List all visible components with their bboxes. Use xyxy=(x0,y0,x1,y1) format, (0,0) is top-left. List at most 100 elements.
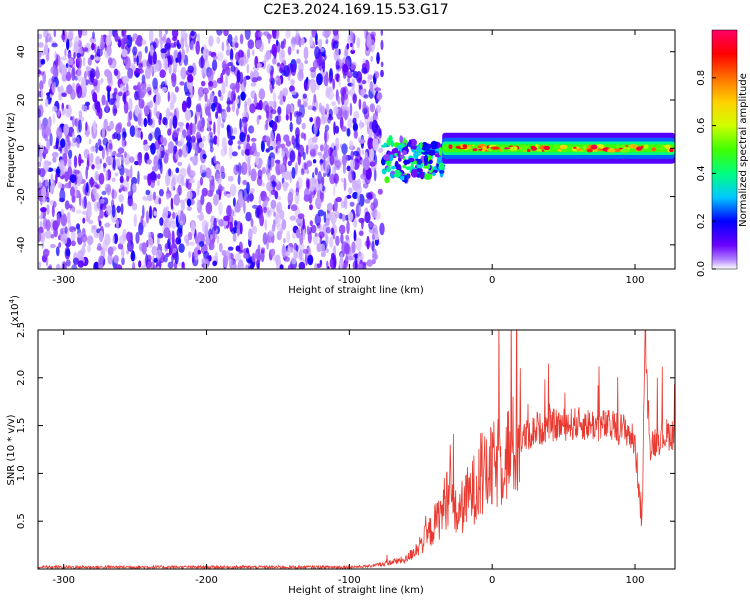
heatmap-cell xyxy=(170,91,176,105)
heatmap-cell xyxy=(115,264,123,269)
heatmap-cell xyxy=(167,91,170,103)
heatmap-cell xyxy=(244,264,249,269)
heatmap-cell xyxy=(314,213,321,226)
heatmap-cell xyxy=(179,199,185,204)
heatmap-cell xyxy=(360,89,365,97)
heatmap-cell xyxy=(69,226,74,233)
heatmap-cell xyxy=(207,69,214,83)
heatmap-cell xyxy=(236,69,241,83)
heatmap-cell xyxy=(335,46,339,56)
heatmap-cell xyxy=(239,222,243,235)
heatmap-cell xyxy=(208,50,212,56)
heatmap-cell xyxy=(212,59,218,71)
heatmap-cell xyxy=(350,49,356,55)
heatmap-cell xyxy=(250,70,254,81)
heatmap-cell xyxy=(319,159,325,164)
heatmap-cell xyxy=(228,139,233,146)
heatmap-cell xyxy=(233,164,239,176)
heatmap-cell xyxy=(315,197,322,209)
heatmap-cell xyxy=(227,34,233,44)
heatmap-cell xyxy=(82,217,86,224)
heatmap-cell xyxy=(258,88,266,100)
heatmap-cell xyxy=(128,97,133,112)
heatmap-cell xyxy=(221,122,225,129)
heatmap-cell xyxy=(366,192,373,201)
heatmap-cell xyxy=(115,123,122,134)
heatmap-cell xyxy=(323,211,327,223)
heatmap-cell xyxy=(143,175,148,181)
heatmap-cell xyxy=(179,81,185,86)
heatmap-cell xyxy=(268,229,275,237)
heatmap-cell xyxy=(243,106,249,119)
heatmap-cell xyxy=(373,168,377,182)
heatmap-cell xyxy=(184,33,188,48)
x-tick-label: -200 xyxy=(195,275,218,286)
heatmap-cell xyxy=(78,193,82,207)
heatmap-cell xyxy=(274,159,281,164)
heatmap-cell xyxy=(375,104,382,114)
heatmap-cell xyxy=(349,42,353,48)
heatmap-cell xyxy=(287,245,291,255)
heatmap-cell xyxy=(108,30,113,38)
heatmap-cell xyxy=(76,68,82,83)
heatmap-cell xyxy=(428,149,436,156)
heatmap-cell xyxy=(304,60,309,64)
heatmap-cell xyxy=(341,214,346,222)
heatmap-cell xyxy=(255,248,261,261)
heatmap-cell xyxy=(178,148,183,158)
heatmap-cell xyxy=(49,132,53,147)
heatmap-cell xyxy=(213,154,217,164)
heatmap-cell xyxy=(364,211,371,224)
heatmap-cell xyxy=(554,144,559,149)
heatmap-cell xyxy=(321,176,325,186)
heatmap-cell xyxy=(462,144,467,148)
heatmap-cell xyxy=(137,170,140,185)
heatmap-cell xyxy=(96,183,101,190)
heatmap-cell xyxy=(229,135,236,140)
heatmap-cell xyxy=(248,228,253,241)
heatmap-cell xyxy=(92,78,98,87)
heatmap-cell xyxy=(38,226,44,234)
heatmap-cell xyxy=(217,123,221,137)
heatmap-cell xyxy=(313,135,318,144)
heatmap-cell xyxy=(163,227,171,239)
heatmap-cell xyxy=(380,30,383,37)
heatmap-cell xyxy=(255,151,261,158)
heatmap-cell xyxy=(301,37,305,46)
heatmap-cell xyxy=(404,176,408,184)
heatmap-cell xyxy=(305,144,309,155)
heatmap-cell xyxy=(225,66,231,76)
heatmap-cell xyxy=(371,119,379,134)
heatmap-cell xyxy=(376,92,383,101)
heatmap-cell xyxy=(131,202,138,211)
heatmap-cell xyxy=(98,230,104,243)
heatmap-cell xyxy=(73,51,76,60)
heatmap-cell xyxy=(38,161,42,168)
heatmap-cell xyxy=(226,125,233,137)
heatmap-cell xyxy=(208,241,215,251)
heatmap-cell xyxy=(403,159,411,165)
heatmap-cell xyxy=(201,67,207,78)
heatmap-cell xyxy=(61,108,66,116)
heatmap-cell xyxy=(361,67,368,74)
heatmap-cell xyxy=(267,172,271,178)
heatmap-cell xyxy=(190,221,196,236)
heatmap-cell xyxy=(78,153,82,167)
heatmap-cell xyxy=(222,254,229,268)
heatmap-cell xyxy=(430,140,439,150)
heatmap-cell xyxy=(294,137,299,144)
x-tick-label: -300 xyxy=(52,575,75,586)
heatmap-cell xyxy=(152,191,157,201)
heatmap-cell xyxy=(113,108,118,114)
heatmap-cell xyxy=(367,73,370,84)
heatmap-cell xyxy=(147,159,152,165)
heatmap-cell xyxy=(61,233,68,245)
heatmap-cell xyxy=(306,225,310,236)
heatmap-cell xyxy=(311,106,317,111)
heatmap-cell xyxy=(190,30,195,37)
heatmap-cell xyxy=(651,147,657,152)
heatmap-cell xyxy=(316,73,323,86)
heatmap-cell xyxy=(241,121,248,128)
heatmap-cell xyxy=(46,138,50,151)
heatmap-cell xyxy=(72,257,80,265)
